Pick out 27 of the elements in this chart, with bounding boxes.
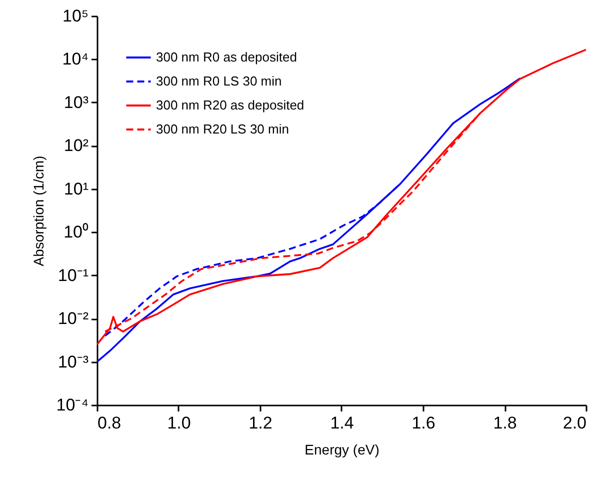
y-tick-label: 10⁻⁴ (56, 396, 88, 414)
x-axis-title: Energy (eV) (304, 442, 380, 458)
y-tick-label: 10³ (64, 92, 89, 112)
x-tick-label: 1.2 (248, 414, 272, 432)
y-tick-label: 10¹ (64, 179, 89, 198)
y-tick-label: 10² (64, 136, 89, 156)
x-tick-label: 1.4 (330, 414, 354, 432)
legend-label: 300 nm R20 LS 30 min (156, 122, 289, 136)
legend-label: 300 nm R0 as deposited (156, 50, 297, 64)
line-series (104, 112, 481, 332)
y-axis-title: Absorption (1/cm) (30, 156, 46, 266)
y-tick-label: 10⁵ (62, 6, 88, 26)
x-tick-label: 0.8 (98, 414, 122, 432)
legend-label: 300 nm R20 as deposited (156, 98, 304, 112)
legend-label: 300 nm R0 LS 30 min (156, 74, 282, 88)
x-tick-label: 1.8 (493, 414, 517, 432)
y-tick-label: 10⁻³ (58, 352, 89, 372)
x-tick-label: 1.6 (412, 414, 436, 432)
x-tick-label: 2.0 (562, 414, 586, 432)
y-tick-label: 10⁻¹ (58, 266, 89, 285)
x-tick-label: 1.0 (167, 414, 191, 432)
y-tick-label: 10⁰ (64, 222, 88, 242)
line-series (104, 183, 402, 337)
line-series (97, 78, 521, 363)
y-tick-label: 10⁻² (58, 309, 89, 328)
line-series (97, 48, 586, 346)
y-tick-label: 10⁴ (62, 50, 88, 69)
